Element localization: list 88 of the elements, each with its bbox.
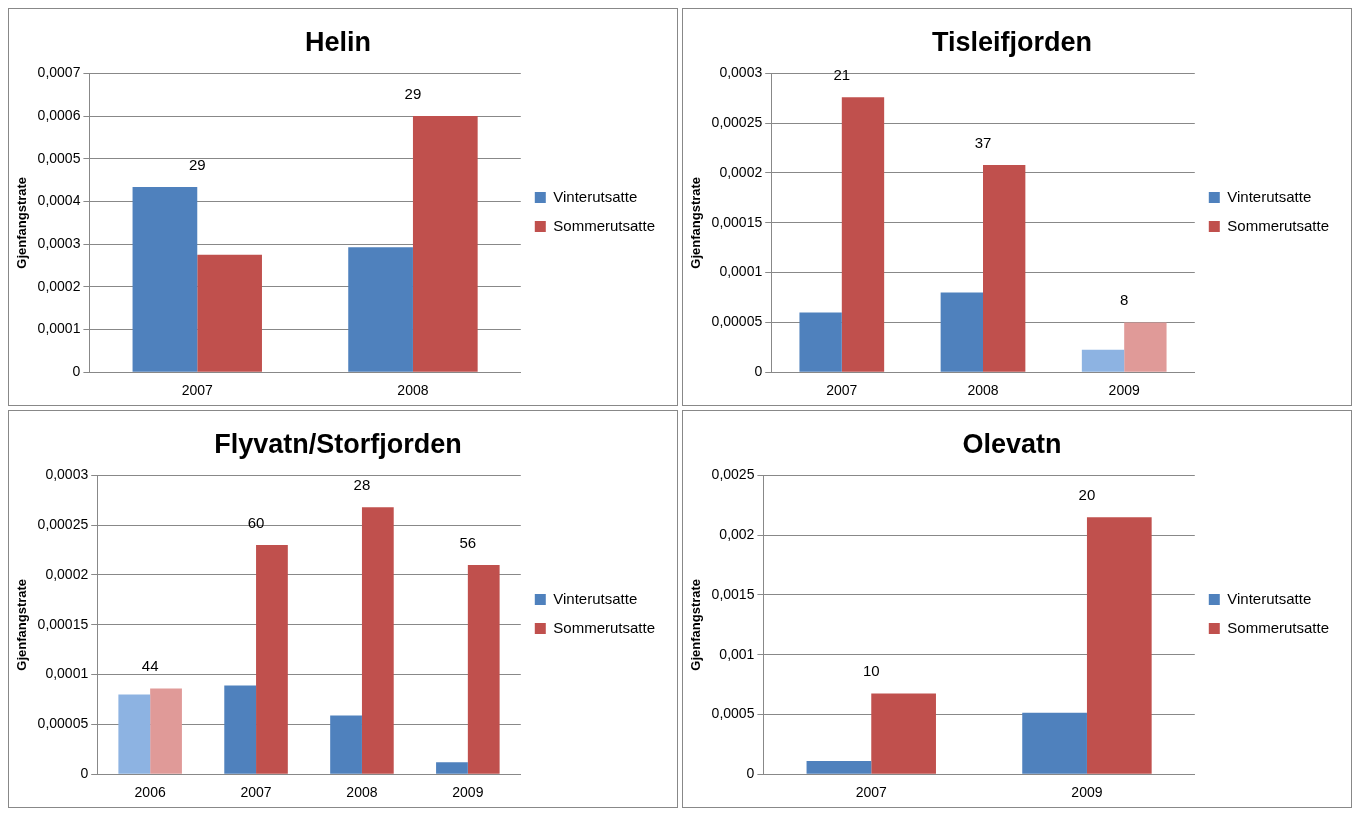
legend-label: Sommerutsatte [1227, 618, 1330, 636]
bar [150, 688, 182, 774]
y-tick-label: 0 [746, 765, 755, 782]
bar [871, 693, 936, 774]
x-tick-label: 2007 [181, 382, 214, 399]
y-tick-label: 0,0005 [37, 149, 81, 166]
bar [806, 761, 872, 774]
y-tick-label: 0,0002 [37, 277, 81, 294]
bar [799, 312, 842, 372]
x-tick-label: 2009 [1071, 784, 1103, 801]
bar [841, 97, 885, 372]
y-tick-label: 0,0001 [45, 665, 89, 682]
chart-title: Tisleifjorden [931, 26, 1093, 57]
x-tick-label: 2009 [1108, 382, 1140, 399]
bar [118, 694, 151, 774]
bar [197, 254, 262, 372]
legend-label: Sommerutsatte [1227, 216, 1330, 234]
bar [256, 545, 288, 774]
y-tick-label: 0,0006 [37, 106, 81, 123]
bar [467, 565, 500, 774]
y-tick-label: 0,0001 [37, 320, 81, 337]
legend-label: Vinterutsatte [553, 589, 638, 607]
x-tick-label: 2008 [346, 784, 378, 801]
chart-title: Helin [304, 26, 372, 57]
y-axis-title: Gjenfangstrate [14, 176, 30, 269]
annotation: 21 [833, 65, 851, 83]
x-tick-label: 2007 [855, 784, 888, 801]
bar [224, 685, 257, 774]
x-tick-label: 2008 [967, 382, 999, 399]
bar [1124, 322, 1167, 372]
y-tick-label: 0,00015 [37, 615, 89, 632]
annotation: 60 [247, 513, 265, 531]
y-tick-label: 0,00025 [711, 114, 763, 131]
y-tick-label: 0,0015 [711, 585, 755, 602]
y-tick-label: 0,0004 [37, 192, 81, 209]
y-tick-label: 0 [72, 363, 81, 380]
bar [132, 186, 198, 372]
y-axis-title: Gjenfangstrate [688, 578, 704, 671]
x-tick-label: 2006 [134, 784, 166, 801]
annotation: 8 [1120, 291, 1129, 309]
y-tick-label: 0,0001 [719, 263, 763, 280]
annotation: 29 [188, 155, 206, 173]
chart-title: Flyvatn/Storfjorden [214, 428, 462, 459]
annotation: 28 [353, 475, 371, 493]
legend-label: Vinterutsatte [1227, 187, 1312, 205]
y-tick-label: 0,00015 [711, 213, 763, 230]
x-tick-label: 2007 [826, 382, 858, 399]
bar [1081, 349, 1125, 372]
y-tick-label: 0 [754, 363, 763, 380]
bar [361, 507, 394, 774]
y-tick-label: 0,0005 [711, 705, 755, 722]
annotation: 29 [404, 84, 422, 102]
x-tick-label: 2008 [397, 382, 429, 399]
y-tick-label: 0,0003 [45, 466, 89, 483]
legend-label: Sommerutsatte [553, 618, 656, 636]
y-tick-label: 0,001 [719, 645, 755, 662]
y-tick-label: 0,00025 [37, 516, 89, 533]
y-tick-label: 0,0003 [719, 64, 763, 81]
annotation: 44 [141, 657, 159, 675]
x-tick-label: 2009 [452, 784, 484, 801]
y-axis-title: Gjenfangstrate [14, 578, 30, 671]
y-tick-label: 0,0025 [711, 466, 755, 483]
bar [983, 165, 1026, 372]
y-tick-label: 0,00005 [37, 715, 89, 732]
chart-title: Olevatn [962, 428, 1062, 459]
annotation: 10 [862, 662, 880, 680]
y-tick-label: 0,002 [719, 526, 755, 543]
bar [1086, 517, 1152, 774]
bar [1022, 712, 1087, 774]
y-tick-label: 0 [80, 765, 89, 782]
legend-label: Sommerutsatte [553, 216, 656, 234]
legend-label: Vinterutsatte [1227, 589, 1312, 607]
bar [412, 116, 478, 372]
y-tick-label: 0,00005 [711, 313, 763, 330]
annotation: 56 [459, 533, 477, 551]
bar [436, 762, 468, 774]
y-tick-label: 0,0007 [37, 64, 81, 81]
bar [330, 715, 362, 774]
annotation: 37 [974, 133, 992, 151]
legend-label: Vinterutsatte [553, 187, 638, 205]
x-tick-label: 2007 [240, 784, 272, 801]
bar [940, 292, 983, 372]
bar [348, 247, 413, 372]
y-tick-label: 0,0002 [719, 163, 763, 180]
y-axis-title: Gjenfangstrate [688, 176, 704, 269]
annotation: 20 [1078, 485, 1096, 503]
y-tick-label: 0,0003 [37, 235, 81, 251]
y-tick-label: 0,0002 [45, 565, 89, 582]
